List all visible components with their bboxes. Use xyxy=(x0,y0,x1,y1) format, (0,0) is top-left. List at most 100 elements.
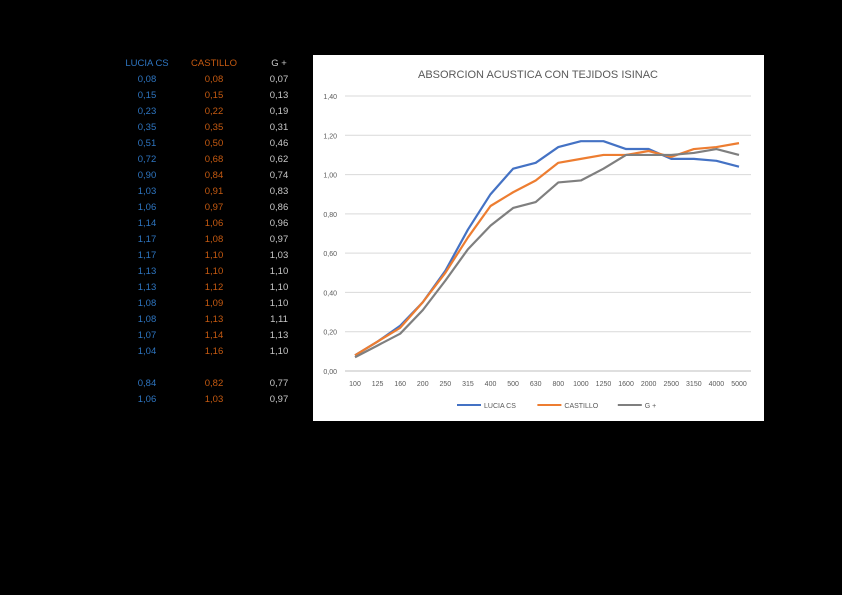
table-cell: 0,35 xyxy=(137,122,157,133)
table-cell: 0,83 xyxy=(269,186,289,197)
table-cell: 1,17 xyxy=(137,234,157,245)
table-column: LUCIA CS 0,08 0,15 0,23 0,35 0,51 0,72 0,90 1,03… xyxy=(112,56,182,408)
x-tick-label: 800 xyxy=(552,381,564,388)
table-cell: 0,84 xyxy=(137,378,157,389)
x-tick-label: 3150 xyxy=(686,381,702,388)
x-tick-label: 400 xyxy=(485,381,497,388)
x-tick-label: 200 xyxy=(417,381,429,388)
x-tick-label: 5000 xyxy=(731,381,747,388)
x-tick-label: 315 xyxy=(462,381,474,388)
table-cell: 1,14 xyxy=(137,218,157,229)
x-tick-label: 500 xyxy=(507,381,519,388)
chart: ABSORCION ACUSTICA CON TEJIDOS ISINAC 0,0… xyxy=(313,55,764,421)
y-tick-label: 0,20 xyxy=(323,330,337,337)
table-cell: 0,74 xyxy=(269,170,289,181)
table-cell: 0,97 xyxy=(269,234,289,245)
table-cell: 1,13 xyxy=(137,282,157,293)
table-cell: 0,68 xyxy=(204,154,224,165)
x-tick-label: 1250 xyxy=(596,381,612,388)
chart-svg: ABSORCION ACUSTICA CON TEJIDOS ISINAC 0,0… xyxy=(323,69,751,410)
table-cell: 0,97 xyxy=(204,202,224,213)
x-tick-label: 125 xyxy=(372,381,384,388)
table-cell xyxy=(179,360,249,376)
column-header: LUCIA CS xyxy=(125,58,169,69)
table-column: G + 0,07 0,13 0,19 0,31 0,46 0,62 0,74 0,83 0,86 0… xyxy=(244,56,314,408)
y-tick-label: 0,40 xyxy=(323,290,337,297)
table-cell xyxy=(244,360,314,376)
table-cell: 1,07 xyxy=(137,330,157,341)
table-cell: 1,10 xyxy=(269,266,289,277)
x-tick-label: 160 xyxy=(394,381,406,388)
table-cell: 0,97 xyxy=(269,394,289,405)
table-cell: 1,13 xyxy=(204,314,224,325)
x-tick-label: 1600 xyxy=(618,381,634,388)
x-tick-label: 630 xyxy=(530,381,542,388)
y-tick-label: 1,00 xyxy=(323,173,337,180)
x-tick-label: 2500 xyxy=(663,381,679,388)
y-tick-label: 1,20 xyxy=(323,133,337,140)
table-cell: 1,10 xyxy=(269,282,289,293)
table-cell: 0,22 xyxy=(204,106,224,117)
table-cell: 0,82 xyxy=(204,378,224,389)
legend-label: LUCIA CS xyxy=(484,403,516,410)
table-cell: 1,17 xyxy=(137,250,157,261)
table-cell: 0,51 xyxy=(137,138,157,149)
table-column: CASTILLO 0,08 0,15 0,22 0,35 0,50 0,68 0,84 0,91… xyxy=(179,56,249,408)
x-tick-label: 1000 xyxy=(573,381,589,388)
series-line-lucia-cs xyxy=(354,140,740,357)
legend-label: G + xyxy=(645,403,656,410)
table-cell: 1,04 xyxy=(137,346,157,357)
table-cell: 0,08 xyxy=(204,74,224,85)
table-cell: 0,86 xyxy=(269,202,289,213)
y-tick-label: 0,00 xyxy=(323,369,337,376)
y-tick-label: 1,40 xyxy=(323,94,337,101)
table-cell: 1,13 xyxy=(269,330,289,341)
table-cell: 1,06 xyxy=(204,218,224,229)
table-cell: 1,09 xyxy=(204,298,224,309)
table-cell: 1,11 xyxy=(270,314,288,325)
x-tick-label: 250 xyxy=(440,381,452,388)
table-cell: 1,06 xyxy=(137,394,157,405)
table-cell: 1,10 xyxy=(204,250,224,261)
x-tick-label: 4000 xyxy=(709,381,725,388)
table-cell: 1,10 xyxy=(204,266,224,277)
table-cell: 0,08 xyxy=(137,74,157,85)
table-cell: 0,91 xyxy=(204,186,224,197)
series-line-g- xyxy=(354,147,740,359)
table-cell: 0,72 xyxy=(137,154,157,165)
table-cell: 0,84 xyxy=(204,170,224,181)
table-cell: 0,15 xyxy=(204,90,224,101)
table-cell: 0,50 xyxy=(204,138,224,149)
table-cell: 1,10 xyxy=(269,346,289,357)
table-cell xyxy=(112,360,182,376)
table-cell: 0,19 xyxy=(269,106,289,117)
chart-title: ABSORCION ACUSTICA CON TEJIDOS ISINAC xyxy=(418,69,658,81)
x-tick-label: 100 xyxy=(349,381,361,388)
table-cell: 0,15 xyxy=(137,90,157,101)
x-tick-label: 2000 xyxy=(641,381,657,388)
table-cell: 0,35 xyxy=(204,122,224,133)
table-cell: 0,07 xyxy=(269,74,289,85)
legend-label: CASTILLO xyxy=(564,403,598,410)
table-cell: 0,90 xyxy=(137,170,157,181)
table-cell: 0,62 xyxy=(269,154,289,165)
table-cell: 1,03 xyxy=(204,394,224,405)
column-header: G + xyxy=(271,58,287,69)
table-cell: 0,46 xyxy=(269,138,289,149)
table-cell: 0,96 xyxy=(269,218,289,229)
table-cell: 1,08 xyxy=(137,314,157,325)
table-cell: 1,14 xyxy=(204,330,224,341)
table-cell: 0,13 xyxy=(269,90,289,101)
table-cell: 1,08 xyxy=(204,234,224,245)
table-cell: 0,23 xyxy=(137,106,157,117)
column-header: CASTILLO xyxy=(191,58,237,69)
table-cell: 1,10 xyxy=(269,298,289,309)
table-cell: 1,06 xyxy=(137,202,157,213)
table-cell: 1,03 xyxy=(137,186,157,197)
table-cell: 1,12 xyxy=(204,282,224,293)
table-cell: 1,16 xyxy=(204,346,224,357)
table-cell: 1,08 xyxy=(137,298,157,309)
table-cell: 0,77 xyxy=(269,378,289,389)
y-tick-label: 0,80 xyxy=(323,212,337,219)
y-tick-label: 0,60 xyxy=(323,251,337,258)
